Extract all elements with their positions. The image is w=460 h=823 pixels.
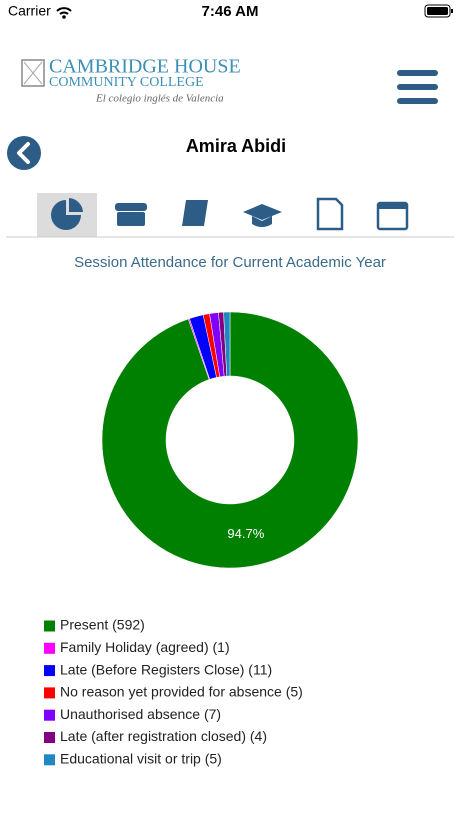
wifi-icon xyxy=(56,7,72,15)
clock: 7:46 AM xyxy=(202,3,259,20)
menu-bar[interactable] xyxy=(397,98,438,104)
legend-label: Unauthorised absence (7) xyxy=(60,706,221,722)
student-name: Amira Abidi xyxy=(186,136,286,156)
legend-label: Late (after registration closed) (4) xyxy=(60,728,267,744)
logo-tagline: El colegio inglés de Valencia xyxy=(95,93,224,105)
tab-phone-body[interactable] xyxy=(117,212,145,226)
legend-swatch xyxy=(44,687,55,699)
logo-crest xyxy=(21,59,45,87)
tab-pie[interactable] xyxy=(51,200,81,230)
wifi-dot xyxy=(62,15,66,19)
donut-slice xyxy=(101,311,359,569)
legend-label: Present (592) xyxy=(60,617,145,633)
logo-subtitle: COMMUNITY COLLEGE xyxy=(49,75,204,90)
battery-level xyxy=(427,7,448,15)
legend-label: Educational visit or trip (5) xyxy=(60,751,222,767)
legend-swatch xyxy=(44,709,55,721)
tab-phone[interactable] xyxy=(115,203,147,211)
legend-label: Late (Before Registers Close) (11) xyxy=(60,661,272,677)
battery xyxy=(424,4,451,18)
tab-book[interactable] xyxy=(182,200,208,226)
slice-label: 94.7% xyxy=(227,526,264,541)
back-button[interactable] xyxy=(7,136,41,170)
back-arrow[interactable] xyxy=(17,142,30,164)
logo-crest-detail xyxy=(23,61,43,85)
legend-swatch xyxy=(44,642,55,654)
legend-label: No reason yet provided for absence (5) xyxy=(60,684,303,700)
donut-slice xyxy=(223,311,231,377)
legend-label: Family Holiday (agreed) (1) xyxy=(60,639,230,655)
legend-swatch xyxy=(44,732,55,743)
menu-bar[interactable] xyxy=(397,84,438,90)
chart-title: Session Attendance for Current Academic … xyxy=(74,254,386,271)
legend-swatch xyxy=(44,665,55,677)
battery-tip xyxy=(451,9,453,13)
tab-grad[interactable] xyxy=(243,204,282,227)
tab-doc[interactable] xyxy=(316,197,344,231)
logo-title: CAMBRIDGE HOUSE xyxy=(49,56,241,78)
legend-swatch xyxy=(44,754,55,766)
tab-calendar-top[interactable] xyxy=(378,203,407,209)
tab-icons xyxy=(51,197,409,231)
legend-swatch xyxy=(44,620,55,632)
carrier: Carrier xyxy=(8,3,51,19)
tab-pie-slice[interactable] xyxy=(69,198,83,212)
menu-button[interactable] xyxy=(397,70,438,104)
menu-bar[interactable] xyxy=(397,70,438,76)
